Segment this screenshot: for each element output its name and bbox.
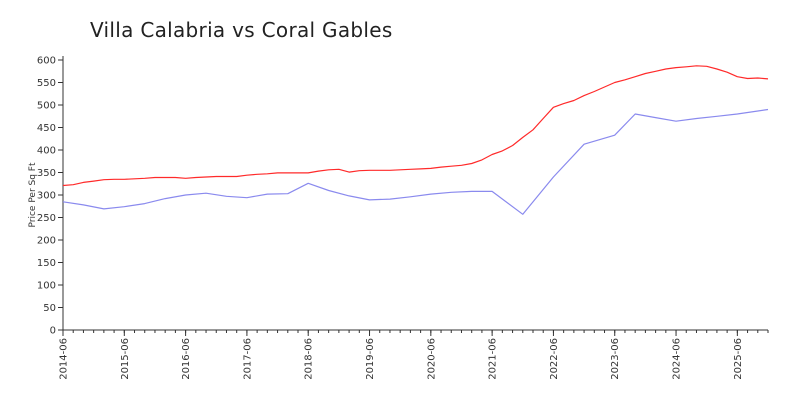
y-tick-label: 450 (37, 123, 56, 134)
y-tick-label: 400 (37, 146, 56, 157)
y-tick-label: 550 (37, 78, 56, 89)
x-tick-label: 2016-06 (181, 338, 192, 380)
x-tick-label: 2024-06 (672, 338, 683, 380)
series-layer (62, 65, 769, 215)
y-axis: 0 50 100 150 200 250 300 350 400 450 500 550 600 Pric… (28, 56, 64, 337)
x-tick-label: 2025-06 (733, 338, 744, 380)
x-tick-label: 2019-06 (365, 338, 376, 380)
x-tick-label: 2015-06 (120, 338, 131, 380)
x-axis: 2014-06 2015-06 2016-06 2017-06 2018-06 2019-… (59, 329, 769, 380)
y-tick-label: 150 (37, 258, 56, 269)
series-line-2 (62, 108, 769, 215)
y-tick-label: 500 (37, 101, 56, 112)
y-tick-label: 50 (43, 303, 56, 314)
y-tick-label: 250 (37, 213, 56, 224)
x-tick-label: 2017-06 (242, 338, 253, 380)
chart-title: Villa Calabria vs Coral Gables (90, 18, 393, 42)
y-tick-label: 0 (50, 326, 56, 337)
y-tick-label: 300 (37, 191, 56, 202)
series-line-1 (62, 65, 769, 187)
y-tick-label: 200 (37, 236, 56, 247)
x-tick-label: 2022-06 (549, 338, 560, 380)
y-tick-label: 100 (37, 281, 56, 292)
y-axis-title: Price Per Sq Ft (28, 162, 38, 227)
x-tick-label: 2020-06 (426, 338, 437, 380)
x-tick-label: 2018-06 (304, 338, 315, 380)
x-tick-label: 2023-06 (610, 338, 621, 380)
x-tick-label: 2021-06 (488, 338, 499, 380)
x-tick-label: 2014-06 (59, 338, 70, 380)
y-tick-label: 350 (37, 168, 56, 179)
y-tick-label: 600 (37, 56, 56, 67)
